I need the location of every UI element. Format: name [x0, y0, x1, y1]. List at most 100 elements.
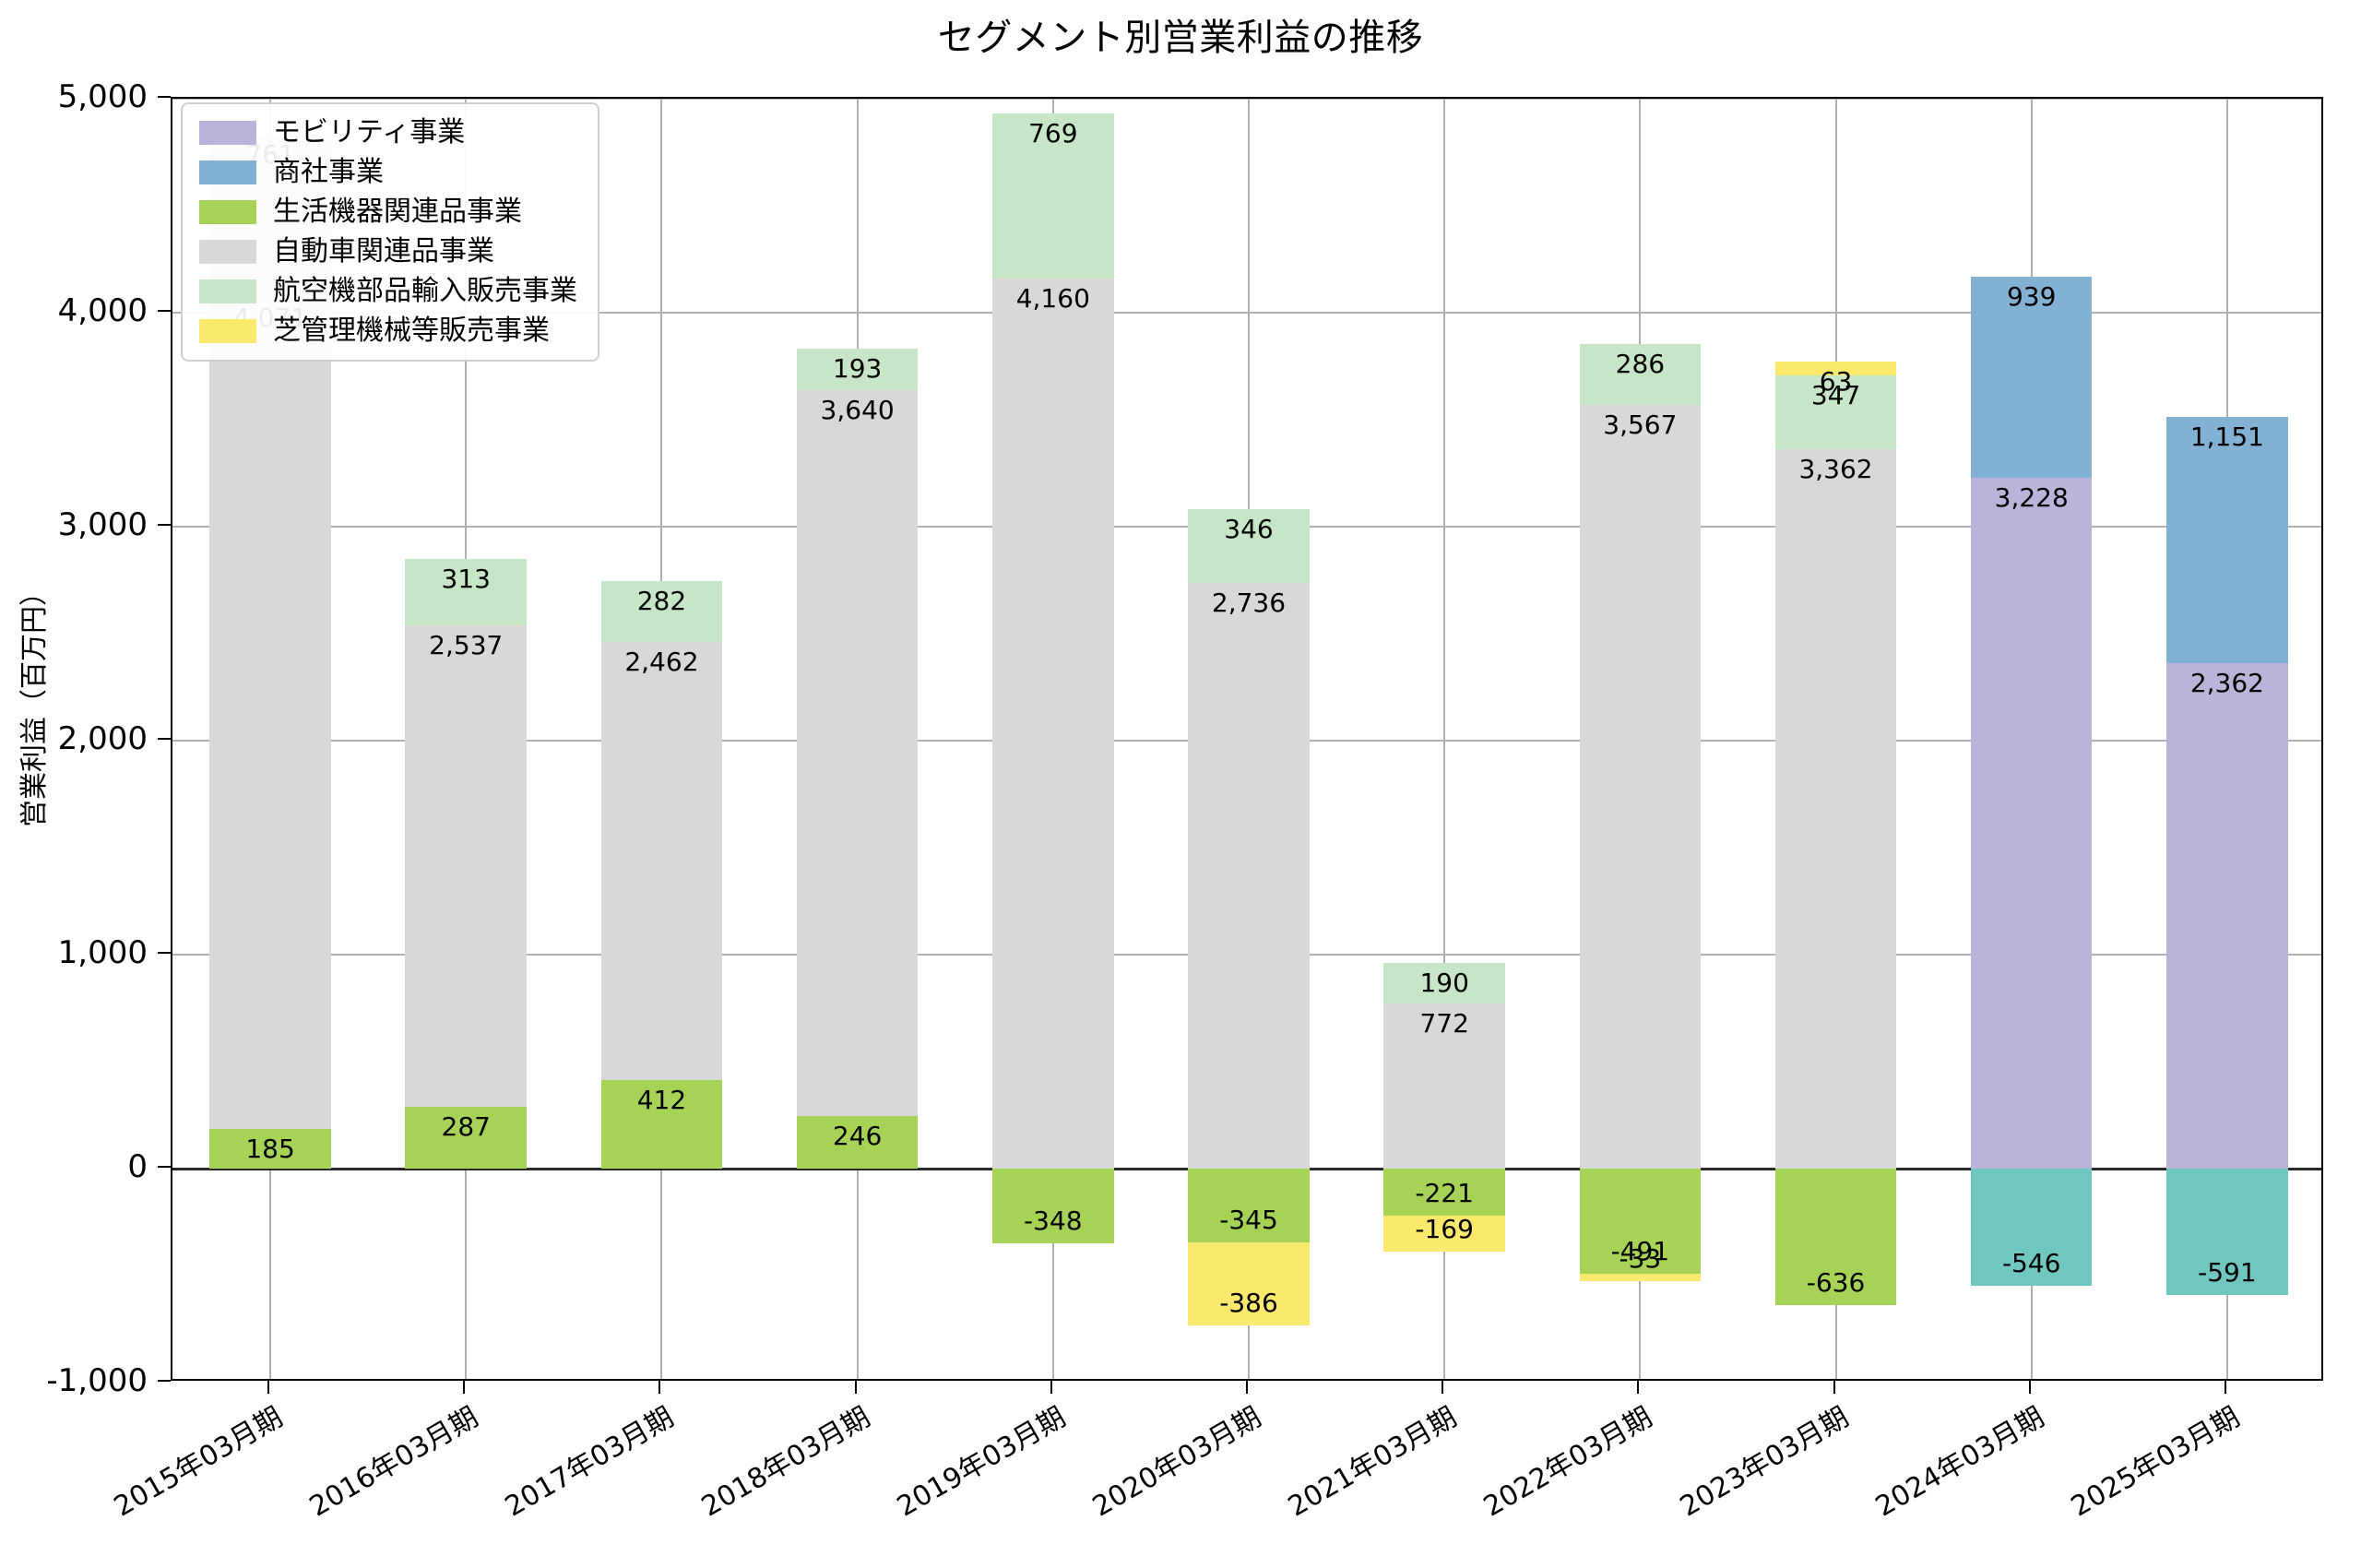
bar-value-label: 282	[636, 586, 687, 617]
bar-segment[interactable]	[1774, 374, 1897, 449]
bar-group[interactable]: 2,537 313 287	[405, 99, 528, 1379]
legend-item-label: 商社事業	[273, 156, 384, 188]
bar-value-label: 3,567	[1603, 410, 1678, 441]
x-tick-mark	[658, 1381, 661, 1394]
y-tick-mark	[158, 96, 171, 98]
y-tick-mark	[158, 952, 171, 954]
legend-item-label: 航空機部品輸入販売事業	[273, 275, 577, 307]
y-tick-label: 5,000	[57, 78, 148, 115]
bar-value-label: -386	[1219, 1287, 1278, 1318]
bar-value-label: 346	[1224, 513, 1274, 544]
bar-segment[interactable]	[1383, 962, 1505, 1004]
bar-value-label: -591	[2198, 1257, 2257, 1289]
bar-segment[interactable]	[1579, 344, 1702, 406]
bar-segment[interactable]	[405, 625, 528, 1169]
bar-value-label: 190	[1419, 967, 1469, 998]
bar-group[interactable]: 2,736 346 -345 -386	[1188, 99, 1310, 1379]
bar-segment[interactable]	[2166, 416, 2288, 663]
legend-item[interactable]: 芝管理機械等販売事業	[199, 317, 577, 345]
bar-group[interactable]: 3,362 347 63 -636	[1774, 99, 1897, 1379]
bar-segment[interactable]	[600, 581, 723, 642]
legend-swatch-icon	[199, 200, 256, 224]
bar-segment[interactable]	[1579, 405, 1702, 1169]
legend-item-label: 芝管理機械等販売事業	[273, 315, 550, 347]
bar-value-label: 772	[1419, 1007, 1469, 1039]
bar-value-label: 412	[636, 1085, 687, 1116]
bar-value-label: 3,362	[1798, 454, 1873, 485]
x-tick-mark	[1637, 1381, 1640, 1394]
bar-segment[interactable]	[1970, 478, 2093, 1169]
bar-segment[interactable]	[2166, 663, 2288, 1169]
bar-group[interactable]: 772 190 -221 -169	[1383, 99, 1505, 1379]
bar-segment[interactable]	[796, 389, 919, 1169]
bar-value-label: 2,736	[1211, 588, 1287, 619]
bar-value-label: -221	[1415, 1178, 1474, 1209]
bar-value-label: 246	[832, 1120, 883, 1151]
legend-item-label: 自動車関連品事業	[273, 235, 494, 267]
bar-segment[interactable]	[1383, 1169, 1505, 1217]
bar-value-label: -348	[1024, 1205, 1083, 1236]
bar-value-label: 193	[832, 352, 883, 384]
legend-item[interactable]: 商社事業	[199, 159, 577, 186]
bar-value-label: -546	[2001, 1247, 2061, 1278]
bar-segment[interactable]	[1383, 1216, 1505, 1253]
bar-segment[interactable]	[600, 1080, 723, 1169]
bar-segment[interactable]	[1774, 361, 1897, 375]
y-tick-mark	[158, 1166, 171, 1168]
bar-segment[interactable]	[796, 348, 919, 390]
y-tick-label: -1,000	[46, 1362, 148, 1399]
bar-value-label: 313	[441, 563, 491, 594]
y-tick-label: 2,000	[57, 720, 148, 757]
bar-segment[interactable]	[992, 278, 1114, 1169]
bar-segment[interactable]	[209, 1129, 331, 1169]
bar-segment[interactable]	[1383, 1003, 1505, 1169]
gridline-vertical	[1443, 99, 1446, 1379]
bar-segment[interactable]	[1579, 1273, 1702, 1281]
bar-value-label: -33	[1619, 1242, 1662, 1274]
legend-item[interactable]: 生活機器関連品事業	[199, 198, 577, 226]
bar-group[interactable]: 2,462 282 412	[600, 99, 723, 1379]
bar-group[interactable]: 3,567 286 -491 -33	[1579, 99, 1702, 1379]
bar-value-label: 287	[441, 1111, 491, 1143]
x-tick-mark	[2224, 1381, 2226, 1394]
bar-segment[interactable]	[1188, 1242, 1310, 1325]
bar-segment[interactable]	[1970, 1169, 2093, 1286]
legend-swatch-icon	[199, 240, 256, 264]
bar-group[interactable]: 3,228 939 -546	[1970, 99, 2093, 1379]
legend-item[interactable]: 自動車関連品事業	[199, 238, 577, 266]
y-tick-label: 1,000	[57, 934, 148, 971]
bar-segment[interactable]	[992, 1169, 1114, 1243]
chart-legend: モビリティ事業商社事業生活機器関連品事業自動車関連品事業航空機部品輸入販売事業芝…	[181, 102, 599, 362]
x-tick-mark	[267, 1381, 270, 1394]
bar-segment[interactable]	[1188, 583, 1310, 1169]
bar-value-label: -491	[1610, 1235, 1670, 1266]
legend-item[interactable]: モビリティ事業	[199, 119, 577, 147]
legend-swatch-icon	[199, 319, 256, 343]
bar-group[interactable]: 3,640 193 246	[796, 99, 919, 1379]
bar-segment[interactable]	[992, 113, 1114, 279]
bar-value-label: 2,362	[2189, 668, 2264, 699]
bar-segment[interactable]	[1774, 1169, 1897, 1305]
x-tick-mark	[1050, 1381, 1052, 1394]
y-tick-label: 3,000	[57, 506, 148, 543]
bar-segment[interactable]	[405, 1107, 528, 1169]
bar-segment[interactable]	[1579, 1169, 1702, 1274]
bar-group[interactable]: 4,160 769 -348	[992, 99, 1114, 1379]
bar-segment[interactable]	[1188, 1169, 1310, 1243]
bar-segment[interactable]	[1774, 449, 1897, 1169]
bar-value-label: 769	[1028, 118, 1078, 149]
gridline-horizontal	[172, 312, 2321, 314]
page-title: セグメント別営業利益の推移	[937, 17, 1424, 59]
y-tick-mark	[158, 310, 171, 312]
bar-segment[interactable]	[405, 558, 528, 626]
bar-segment[interactable]	[796, 1115, 919, 1169]
x-tick-mark	[1442, 1381, 1444, 1394]
y-tick-mark	[158, 1380, 171, 1382]
bar-segment[interactable]	[1970, 277, 2093, 479]
bar-segment[interactable]	[209, 297, 331, 1169]
legend-item[interactable]: 航空機部品輸入販売事業	[199, 278, 577, 305]
bar-group[interactable]: 2,362 1,151 -591	[2166, 99, 2288, 1379]
bar-segment[interactable]	[2166, 1169, 2288, 1296]
bar-segment[interactable]	[1188, 508, 1310, 584]
